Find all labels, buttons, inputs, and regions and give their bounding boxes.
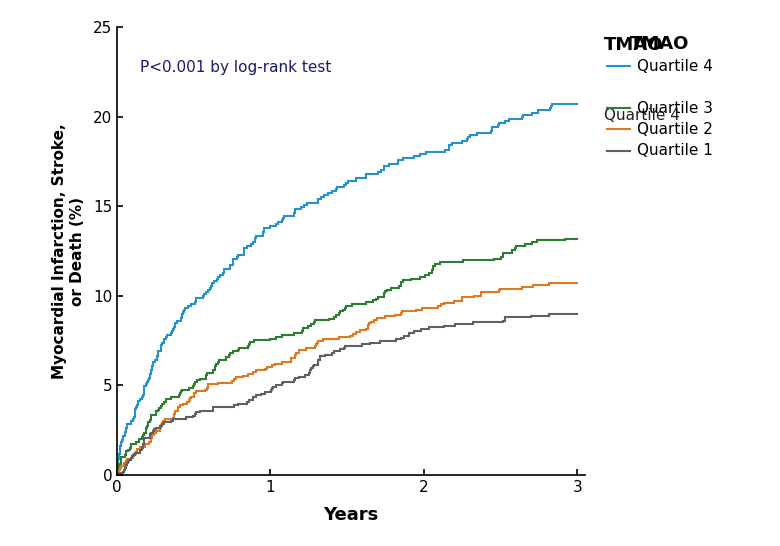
Y-axis label: Myocardial Infarction, Stroke,
or Death (%): Myocardial Infarction, Stroke, or Death …	[52, 123, 84, 379]
Text: Quartile 4: Quartile 4	[604, 108, 679, 123]
Legend: Quartile 4, , Quartile 3, Quartile 2, Quartile 1: Quartile 4, , Quartile 3, Quartile 2, Qu…	[607, 35, 713, 158]
Text: TMAO: TMAO	[604, 36, 663, 54]
Text: P<0.001 by log-rank test: P<0.001 by log-rank test	[140, 60, 332, 75]
X-axis label: Years: Years	[324, 506, 378, 524]
